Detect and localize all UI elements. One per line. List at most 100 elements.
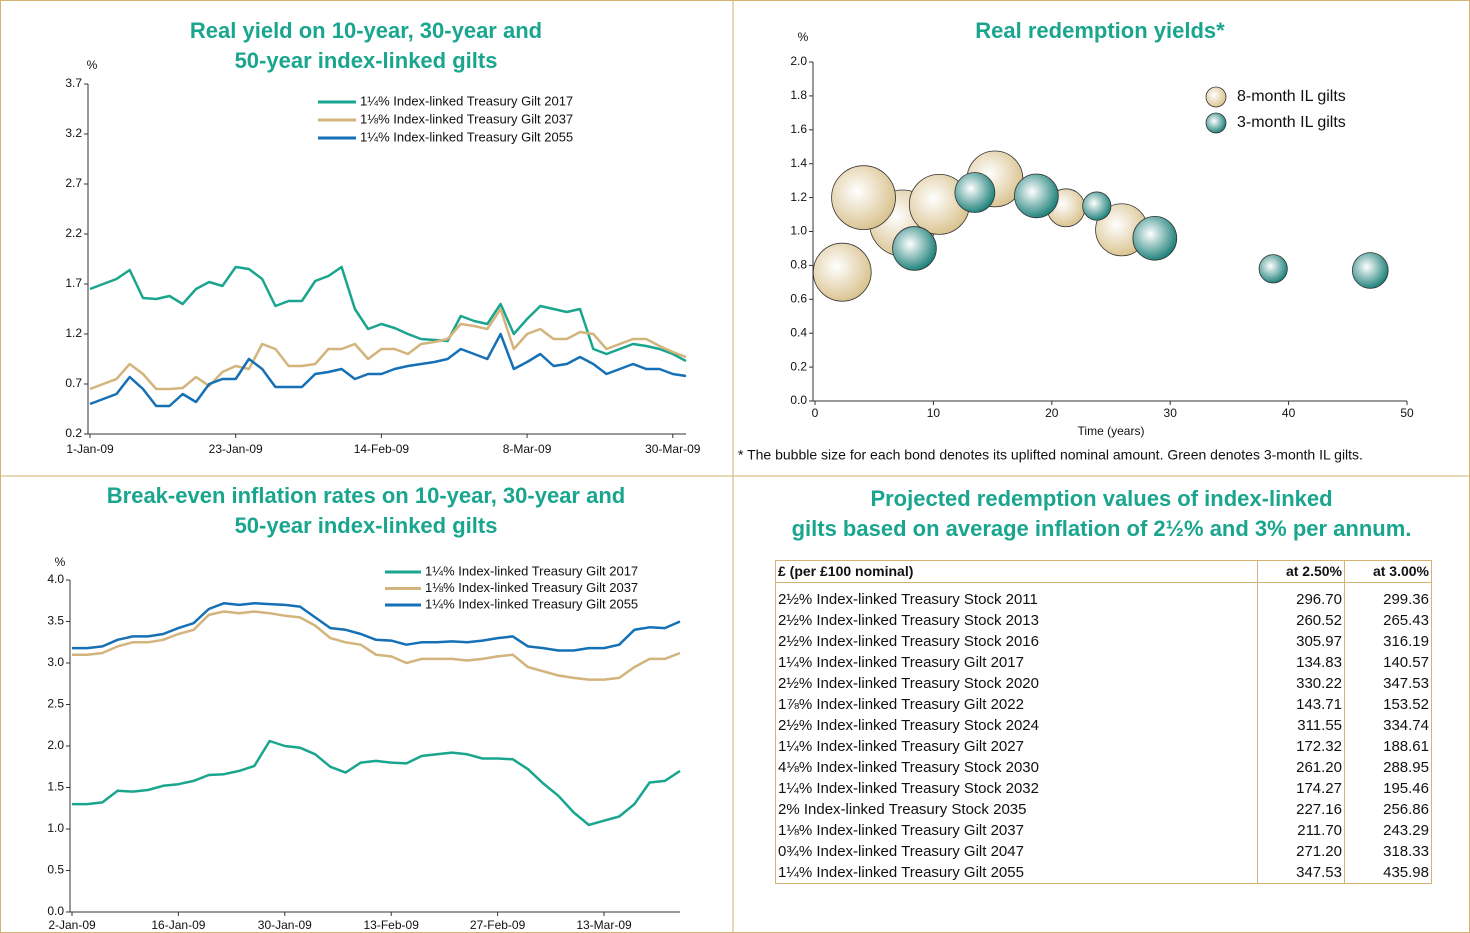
bubble	[1352, 252, 1389, 289]
y-unit: %	[55, 555, 66, 569]
y-tick-label: 1.0	[47, 821, 64, 835]
legend-label: 1⅛% Index-linked Treasury Gilt 2037	[425, 580, 638, 595]
chart-title: Real yield on 10-year, 30-year and	[190, 18, 542, 43]
table-cell: 227.16	[1257, 799, 1345, 820]
y-tick-label: 0.2	[65, 426, 82, 440]
table-row: 1¼% Index-linked Treasury Gilt 2017 134.8…	[775, 652, 1432, 673]
table-row	[775, 582, 1432, 589]
table-cell: 435.98	[1344, 862, 1432, 884]
x-tick-label: 20	[1045, 406, 1059, 420]
table-cell: 261.20	[1257, 757, 1345, 778]
table-cell: 211.70	[1257, 820, 1345, 841]
table-row: 0¾% Index-linked Treasury Gilt 2047 271.2…	[775, 841, 1432, 862]
table-cell: 153.52	[1344, 694, 1432, 715]
y-tick-label: 1.2	[790, 190, 807, 204]
x-tick-label: 27-Feb-09	[470, 918, 526, 932]
y-tick-label: 1.5	[47, 780, 64, 794]
footnote: * The bubble size for each bond denotes …	[738, 447, 1363, 463]
y-tick-label: 0.0	[790, 393, 807, 407]
table-cell: 1¼% Index-linked Treasury Gilt 2017	[775, 652, 1258, 673]
table-cell: 2½% Index-linked Treasury Stock 2013	[775, 610, 1258, 631]
x-tick-label: 14-Feb-09	[354, 442, 410, 456]
table-cell: 2½% Index-linked Treasury Stock 2016	[775, 631, 1258, 652]
table-cell: 260.52	[1257, 610, 1345, 631]
y-tick-label: 0.6	[790, 291, 807, 305]
x-tick-label: 23-Jan-09	[209, 442, 263, 456]
table-row: £ (per £100 nominal) at 2.50% at 3.00%	[775, 560, 1432, 583]
table-cell: 2½% Index-linked Treasury Stock 2011	[775, 589, 1258, 610]
y-tick-label: 2.0	[47, 738, 64, 752]
table-row: 2½% Index-linked Treasury Stock 2011 296.…	[775, 589, 1432, 610]
x-tick-label: 13-Feb-09	[364, 918, 420, 932]
y-unit: %	[87, 58, 98, 72]
x-tick-label: 2-Jan-09	[48, 918, 96, 932]
table-cell: 140.57	[1344, 652, 1432, 673]
table-row: 2% Index-linked Treasury Stock 2035 227.1…	[775, 799, 1432, 820]
y-tick-label: 1.6	[790, 122, 807, 136]
table-cell: 243.29	[1344, 820, 1432, 841]
table-title: Projected redemption values of index-lin…	[733, 484, 1470, 544]
table-row: 1⅛% Index-linked Treasury Gilt 2037 211.7…	[775, 820, 1432, 841]
table-cell: 256.86	[1344, 799, 1432, 820]
bubble	[1082, 191, 1112, 221]
table-cell: 288.95	[1344, 757, 1432, 778]
bubble	[954, 172, 996, 213]
table-cell: 347.53	[1257, 862, 1345, 884]
series-line	[72, 601, 681, 652]
table-cell: at 2.50%	[1257, 560, 1345, 583]
legend-label: 3-month IL gilts	[1237, 114, 1346, 131]
bubble	[892, 226, 937, 271]
table-cell: 1¼% Index-linked Treasury Gilt 2027	[775, 736, 1258, 757]
table-row: 1¼% Index-linked Treasury Gilt 2055 347.5…	[775, 862, 1432, 884]
y-tick-label: 0.8	[790, 258, 807, 272]
y-tick-label: 1.8	[790, 88, 807, 102]
table-cell: 316.19	[1344, 631, 1432, 652]
bubble	[812, 242, 872, 302]
y-tick-label: 3.7	[65, 76, 82, 90]
x-tick-label: 50	[1400, 406, 1414, 420]
table-cell: 305.97	[1257, 631, 1345, 652]
table-cell: 271.20	[1257, 841, 1345, 862]
table-cell: 195.46	[1344, 778, 1432, 799]
chart-title: 50-year index-linked gilts	[235, 48, 498, 73]
x-tick-label: 30-Mar-09	[645, 442, 701, 456]
x-axis-title: Time (years)	[1078, 424, 1145, 438]
legend-label: 1¼% Index-linked Treasury Gilt 2055	[425, 596, 638, 611]
table-cell: 2½% Index-linked Treasury Stock 2024	[775, 715, 1258, 736]
x-tick-label: 40	[1282, 406, 1296, 420]
table-row: 2½% Index-linked Treasury Stock 2024 311.…	[775, 715, 1432, 736]
table-row: 2½% Index-linked Treasury Stock 2016 305.…	[775, 631, 1432, 652]
y-tick-label: 4.0	[47, 572, 64, 586]
y-tick-label: 1.4	[790, 156, 807, 170]
table-cell	[1344, 582, 1432, 589]
table-cell: 330.22	[1257, 673, 1345, 694]
table: £ (per £100 nominal) at 2.50% at 3.00% 2½% …	[775, 560, 1432, 884]
table-row: 1⅞% Index-linked Treasury Gilt 2022 143.7…	[775, 694, 1432, 715]
x-tick-label: 8-Mar-09	[503, 442, 552, 456]
y-tick-label: 0.5	[47, 863, 64, 877]
x-tick-label: 0	[812, 406, 819, 420]
table-cell: 4⅛% Index-linked Treasury Stock 2030	[775, 757, 1258, 778]
table-cell: 188.61	[1344, 736, 1432, 757]
table-cell: 134.83	[1257, 652, 1345, 673]
table-cell: 1⅛% Index-linked Treasury Gilt 2037	[775, 820, 1258, 841]
table-cell: 1⅞% Index-linked Treasury Gilt 2022	[775, 694, 1258, 715]
table-cell: at 3.00%	[1344, 560, 1432, 583]
y-tick-label: 3.0	[47, 655, 64, 669]
table-title-line: Projected redemption values of index-lin…	[870, 486, 1333, 511]
table-row: 2½% Index-linked Treasury Stock 2013 260.…	[775, 610, 1432, 631]
x-tick-label: 16-Jan-09	[151, 918, 205, 932]
table-cell: 299.36	[1344, 589, 1432, 610]
y-unit: %	[798, 30, 809, 44]
legend-label: 1⅛% Index-linked Treasury Gilt 2037	[360, 111, 573, 126]
bubble	[1258, 254, 1288, 284]
y-tick-label: 2.5	[47, 697, 64, 711]
chart-title: Real redemption yields*	[975, 18, 1225, 43]
bubble	[1014, 173, 1059, 219]
series-line	[89, 307, 687, 391]
bubble	[831, 165, 896, 230]
bubble	[1132, 215, 1178, 261]
table-cell: 334.74	[1344, 715, 1432, 736]
y-tick-label: 0.2	[790, 359, 807, 373]
table-cell: 0¾% Index-linked Treasury Gilt 2047	[775, 841, 1258, 862]
